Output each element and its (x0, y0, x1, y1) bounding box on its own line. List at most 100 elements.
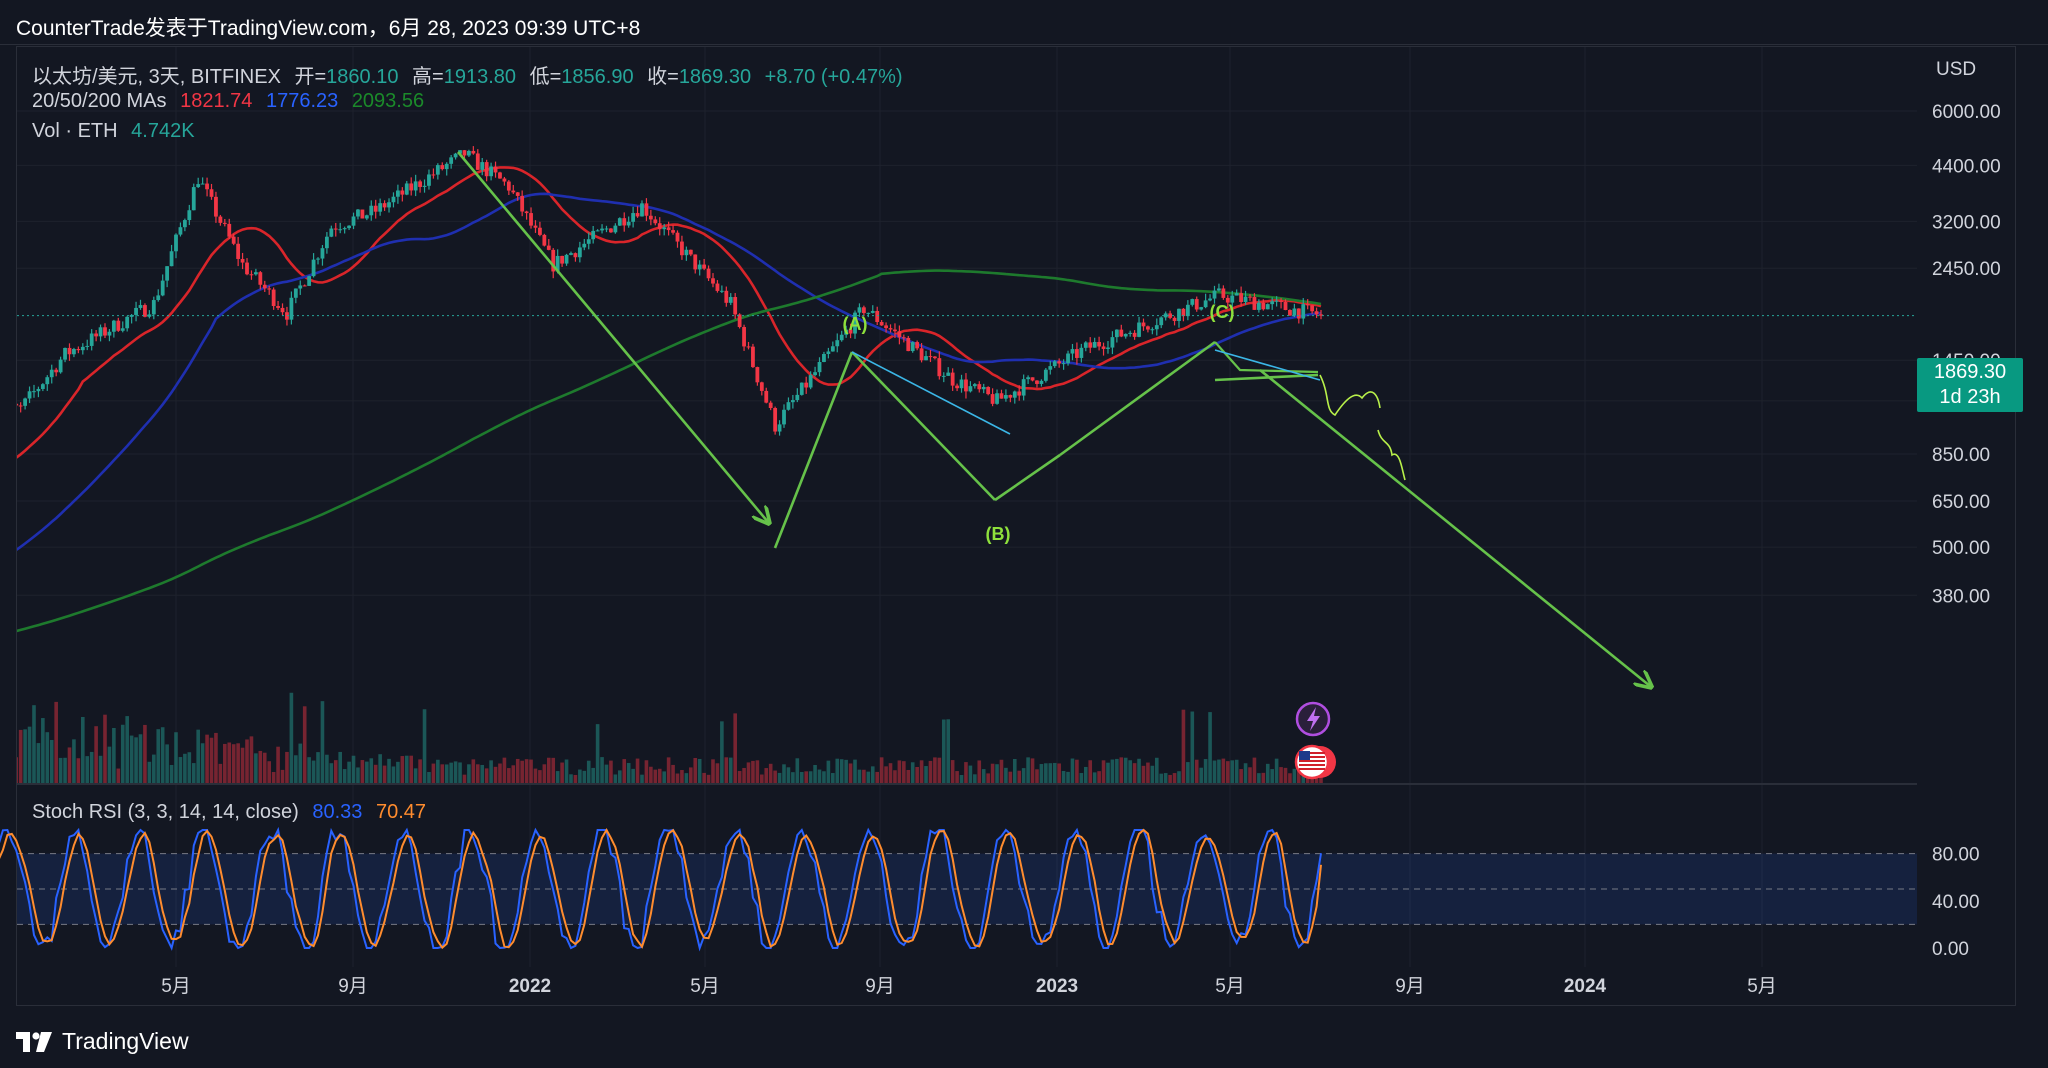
volume-bar (316, 752, 320, 783)
volume-bar (32, 705, 36, 783)
volume-bar (41, 718, 45, 783)
candle-body (990, 394, 995, 404)
price-axis[interactable]: USD6000.004400.003200.002450.001450.0011… (1932, 59, 2001, 960)
high-value: 1913.80 (443, 66, 517, 88)
candle-body (910, 342, 915, 352)
candle-body (147, 314, 152, 317)
candle-body (1066, 353, 1070, 364)
volume-bar (733, 713, 737, 783)
flag-stripe (1299, 764, 1325, 766)
volume-bar (720, 721, 724, 783)
volume-bar (884, 766, 888, 783)
candle-body (1043, 369, 1048, 381)
volume-bar (906, 769, 911, 783)
volume-bar (1203, 759, 1208, 783)
candle-body (751, 346, 755, 368)
volume-bar (23, 729, 27, 783)
event-icons[interactable] (1294, 701, 1336, 780)
candle-body (808, 375, 813, 388)
volume-bar (600, 757, 604, 783)
candle-body (1265, 304, 1270, 310)
candle-body (80, 346, 85, 351)
candle-body (782, 409, 786, 425)
candle-body (1243, 296, 1248, 302)
volume-bar (307, 757, 311, 783)
volume-bar (666, 757, 671, 783)
volume-bar (1137, 758, 1141, 783)
candle-body (1039, 380, 1044, 384)
candle-body (853, 312, 857, 334)
candle-body (475, 153, 480, 170)
volume-bar (165, 744, 169, 783)
trendline-a (851, 351, 1011, 435)
volume-bar (17, 757, 19, 783)
candle-body (875, 310, 880, 323)
volume-bar (271, 772, 276, 783)
last-price: 1869.30 (1933, 361, 2007, 383)
candle-body (253, 272, 258, 275)
volume-bar (1119, 757, 1124, 783)
volume-bar (569, 774, 573, 783)
price-chart[interactable]: (A) (B) (C) USD 6000.00 4400.00 3200.00 2450.0… (0, 0, 2048, 1012)
candle-body (697, 264, 702, 270)
volume-bar (662, 771, 666, 783)
candle-body (1097, 341, 1102, 347)
volume-bar (649, 766, 653, 783)
candle-body (227, 223, 232, 237)
volume-bar (329, 763, 334, 783)
volume-bar (1248, 767, 1252, 783)
candle-body (1314, 311, 1319, 315)
volume-bar (152, 754, 156, 783)
candle-body (160, 280, 165, 296)
candle-body (688, 249, 693, 255)
volume-bar (400, 756, 405, 783)
candle-body (1132, 332, 1137, 337)
volume-bar (542, 764, 547, 783)
volume-bar (320, 701, 325, 783)
candle-body (941, 375, 946, 377)
candle-body (742, 327, 746, 347)
volume-bar (191, 763, 196, 783)
volume-bar (347, 761, 351, 783)
volume-bar (728, 757, 733, 783)
stoch-rsi-pane (0, 826, 1917, 952)
volume-bar (1186, 762, 1190, 783)
volume-bar (990, 763, 995, 783)
volume-bar (422, 709, 427, 783)
candle-body (311, 259, 316, 277)
candle-body (1159, 317, 1164, 326)
volume-bar (342, 769, 347, 783)
candle-body (138, 305, 143, 308)
brand[interactable]: TradingView (16, 1028, 189, 1055)
tradingview-logo-icon (16, 1031, 52, 1052)
volume-bar (36, 743, 41, 783)
volume-bar (1154, 757, 1159, 783)
volume-bar (635, 758, 640, 783)
low-label: 低= (529, 66, 562, 88)
open-value: 1860.10 (326, 66, 399, 88)
candle-body (449, 157, 454, 164)
ma-label: 20/50/200 MAs (32, 90, 167, 112)
candle-body (329, 228, 334, 237)
candle-body (986, 386, 991, 395)
candle-body (1181, 308, 1186, 317)
time-axis[interactable]: 5月 9月 2022 5月 9月 2023 5月 9月 2024 5月 (161, 976, 1777, 997)
candle-body (404, 183, 409, 195)
volume-bar (573, 774, 578, 783)
volume-bar (267, 761, 271, 783)
volume-bar (644, 760, 649, 783)
volume-bar (1239, 769, 1243, 783)
candle-body (58, 359, 63, 373)
volume-bar (413, 768, 418, 783)
volume-bar (245, 739, 249, 783)
time-tick-label: 9月 (338, 976, 368, 997)
ma20-line (17, 166, 1322, 459)
candle-body (187, 210, 192, 221)
volume-bar (1163, 773, 1168, 783)
candle-body (209, 189, 214, 197)
volume-bar (1141, 765, 1146, 783)
candle-body (271, 289, 276, 307)
volume-bar (582, 770, 587, 783)
candle-body (595, 230, 600, 232)
candle-body (1239, 293, 1244, 302)
